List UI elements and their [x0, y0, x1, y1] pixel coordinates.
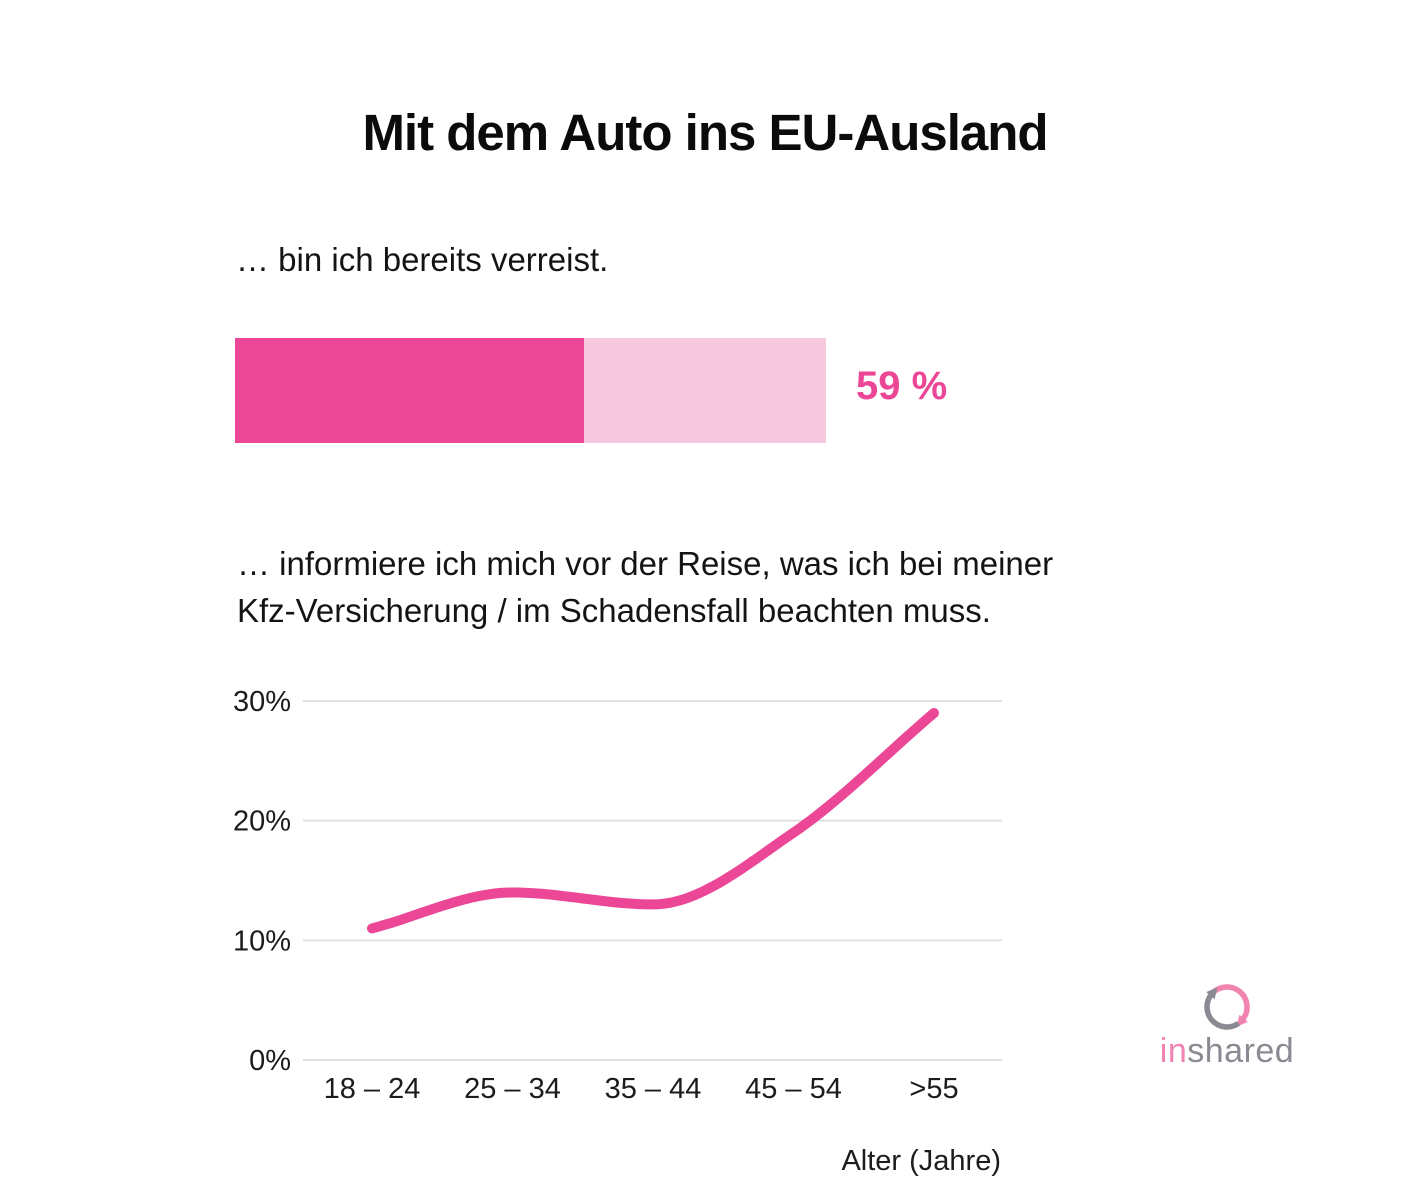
x-tick-label: 18 – 24 [324, 1073, 421, 1105]
circular-arrows-icon [1204, 984, 1250, 1030]
inshared-logo: inshared [1157, 978, 1297, 1073]
logo-text-shared: shared [1187, 1032, 1295, 1070]
inshared-logo-text: inshared [1157, 1032, 1297, 1071]
logo-text-in: in [1159, 1032, 1188, 1070]
y-tick-label: 30% [233, 686, 291, 718]
travelled-progress-bar-fill [235, 338, 584, 443]
x-tick-label: 45 – 54 [745, 1073, 842, 1105]
travelled-statement: … bin ich bereits verreist. [236, 241, 609, 278]
travelled-percent-value: 59 % [856, 364, 948, 408]
x-axis-title: Alter (Jahre) [841, 1145, 1001, 1177]
y-tick-label: 10% [233, 925, 291, 957]
data-line-series [367, 708, 939, 934]
x-tick-label: >55 [909, 1073, 958, 1105]
circular-arrow-gray [1204, 992, 1241, 1030]
x-tick-label: 35 – 44 [605, 1073, 702, 1105]
x-tick-label: 25 – 34 [464, 1073, 561, 1105]
y-tick-label: 20% [233, 806, 291, 838]
y-tick-label: 0% [249, 1045, 291, 1077]
circular-arrow-pink-head [1236, 1014, 1248, 1027]
inform-statement: … informiere ich mich vor der Reise, was… [237, 545, 1054, 629]
circular-arrow-gray-head [1206, 987, 1218, 1000]
travelled-progress-bar [235, 338, 826, 443]
page-title: Mit dem Auto ins EU-Ausland [362, 104, 1048, 161]
